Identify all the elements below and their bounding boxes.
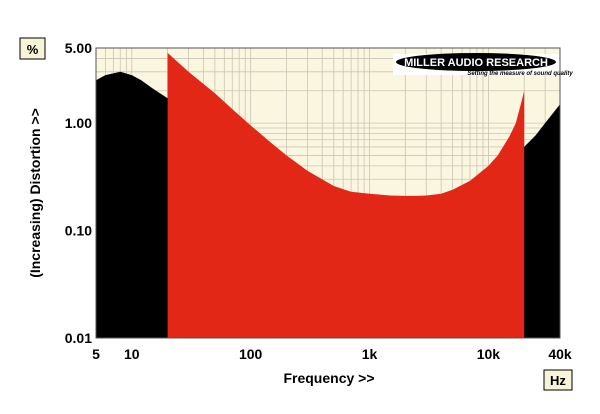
series-2-area: [167, 52, 525, 339]
x-unit-label: Hz: [550, 373, 566, 388]
series-layer: [96, 52, 560, 339]
x-tick-label: 1k: [362, 346, 378, 362]
y-unit-label: %: [27, 42, 39, 57]
y-axis-label: (Increasing) Distortion >>: [27, 108, 43, 278]
x-unit-badge: Hz: [543, 369, 573, 391]
x-tick-label: 40k: [548, 346, 572, 362]
x-axis-label: Frequency >>: [283, 370, 374, 386]
brand-name: MILLER AUDIO RESEARCH: [404, 57, 548, 69]
brand-tagline: Setting the measure of sound quality: [467, 71, 573, 77]
y-unit-badge: %: [19, 37, 46, 60]
y-tick-label: 0.10: [65, 223, 92, 239]
x-tick-label: 5: [92, 346, 100, 362]
y-tick-labels: 0.01 0.10 1.00 5.00: [65, 40, 92, 346]
y-tick-label: 1.00: [65, 115, 92, 131]
y-tick-label: 5.00: [65, 40, 92, 56]
x-tick-labels: 5 10 100 1k 10k 40k: [92, 346, 572, 362]
x-tick-label: 10k: [477, 346, 501, 362]
x-tick-label: 10: [124, 346, 140, 362]
x-tick-label: 100: [239, 346, 263, 362]
plot-frame: [95, 47, 561, 339]
brand-logo: MILLER AUDIO RESEARCH Setting the measur…: [393, 53, 573, 77]
y-tick-label: 0.01: [65, 330, 92, 346]
